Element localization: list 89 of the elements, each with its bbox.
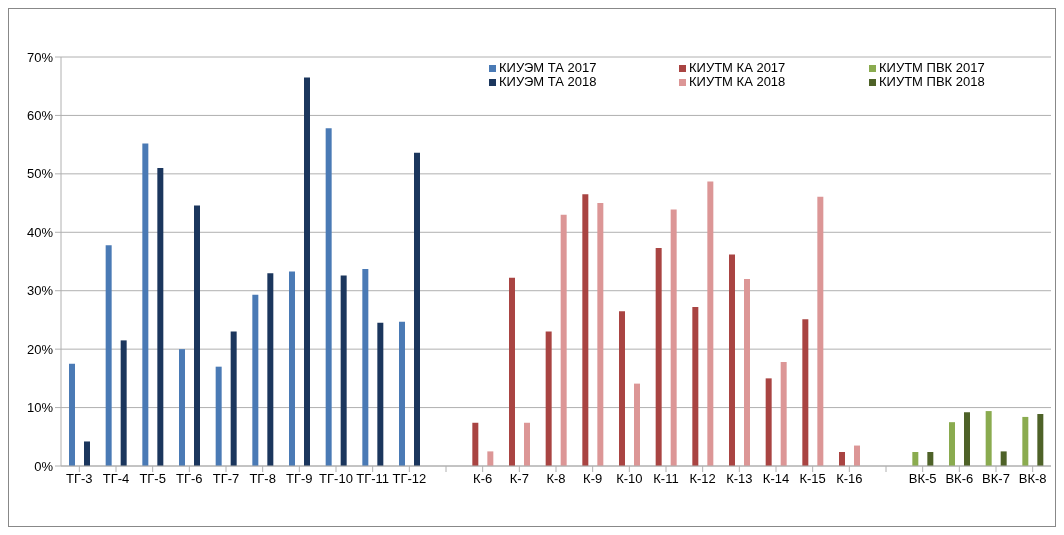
bar: [509, 277, 515, 466]
bar: [670, 209, 677, 466]
bar: [912, 451, 919, 466]
bar: [985, 411, 992, 466]
x-tick-label: ТГ-11: [356, 471, 390, 487]
y-tick-label: 20%: [26, 341, 54, 357]
x-tick-label: К-11: [653, 471, 679, 487]
legend-label: КИУТМ ПВК 2017: [879, 60, 985, 75]
x-tick-label: ТГ-3: [66, 471, 93, 487]
bar: [634, 383, 640, 466]
bar: [289, 271, 295, 466]
x-tick-label: К-8: [546, 471, 566, 487]
y-tick-label: 10%: [26, 400, 54, 416]
bar: [120, 340, 127, 466]
bar: [69, 363, 75, 466]
x-tick-label: ВК-8: [1018, 471, 1047, 487]
x-tick-label: К-7: [509, 471, 529, 487]
legend-label: КИУЭМ ТА 2018: [499, 74, 597, 89]
bar: [84, 441, 90, 466]
x-tick-label: ТГ-8: [249, 471, 276, 487]
bar: [215, 366, 222, 466]
y-tick-label: 30%: [26, 283, 54, 299]
bar: [854, 445, 860, 466]
legend-label: КИУТМ КА 2017: [689, 60, 786, 75]
bar: [1000, 451, 1007, 466]
bar: [707, 181, 714, 466]
bar: [927, 451, 934, 466]
bar: [340, 275, 347, 466]
bar: [194, 205, 200, 466]
x-tick-label: К-14: [762, 471, 790, 487]
bar: [487, 451, 494, 466]
bar: [472, 422, 479, 466]
bar: [1022, 416, 1029, 466]
bar: [802, 319, 809, 466]
bar: [692, 307, 699, 466]
bar: [964, 412, 970, 466]
x-tick-label: ВК-7: [982, 471, 1010, 487]
bar: [230, 331, 237, 466]
legend-label: КИУТМ ПВК 2018: [879, 74, 985, 89]
x-tick-label: ТГ-4: [102, 471, 130, 487]
bar: [304, 77, 310, 466]
x-tick-label: ТГ-7: [212, 471, 240, 487]
x-tick-label: ВК-6: [945, 471, 974, 487]
bar: [744, 279, 750, 466]
bar: [524, 422, 530, 466]
bar: [765, 378, 772, 466]
bar: [597, 203, 604, 466]
bar: [655, 248, 662, 466]
bar: [325, 128, 332, 466]
x-tick-label: К-9: [583, 471, 603, 487]
legend-label: КИУЭМ ТА 2017: [499, 60, 597, 75]
bar: [377, 322, 384, 466]
bar: [780, 362, 787, 466]
x-tick-label: К-12: [689, 471, 716, 487]
bar: [399, 321, 405, 466]
bar: [105, 245, 112, 466]
x-tick-label: К-10: [616, 471, 643, 487]
x-tick-label: ТГ-9: [286, 471, 313, 487]
x-tick-label: ТГ-6: [176, 471, 203, 487]
bar: [839, 451, 845, 466]
x-tick-label: К-16: [836, 471, 863, 487]
bar: [619, 311, 625, 466]
x-tick-label: К-15: [799, 471, 826, 487]
x-tick-label: К-6: [473, 471, 493, 487]
bar: [362, 269, 369, 466]
bar: [142, 143, 149, 466]
bar: [545, 331, 552, 466]
bar: [267, 273, 274, 466]
x-tick-label: ВК-5: [908, 471, 937, 487]
bar: [414, 152, 420, 466]
y-tick-label: 70%: [26, 49, 54, 65]
bar: [582, 194, 589, 466]
bar: [817, 196, 824, 466]
x-tick-label: ТГ-12: [392, 471, 427, 487]
bar: [179, 349, 185, 466]
y-tick-label: 40%: [26, 224, 54, 240]
x-tick-label: ТГ-5: [139, 471, 166, 487]
bar: [1037, 414, 1044, 466]
bar: [560, 214, 567, 466]
x-tick-label: К-13: [726, 471, 753, 487]
y-tick-label: 50%: [26, 166, 54, 182]
y-tick-label: 0%: [34, 458, 54, 474]
bar: [157, 168, 164, 466]
bar: [252, 294, 259, 466]
x-tick-label: ТГ-10: [319, 471, 353, 487]
legend-label: КИУТМ КА 2018: [689, 74, 786, 89]
y-tick-label: 60%: [26, 108, 54, 124]
bar: [949, 422, 955, 466]
bar: [729, 254, 735, 466]
